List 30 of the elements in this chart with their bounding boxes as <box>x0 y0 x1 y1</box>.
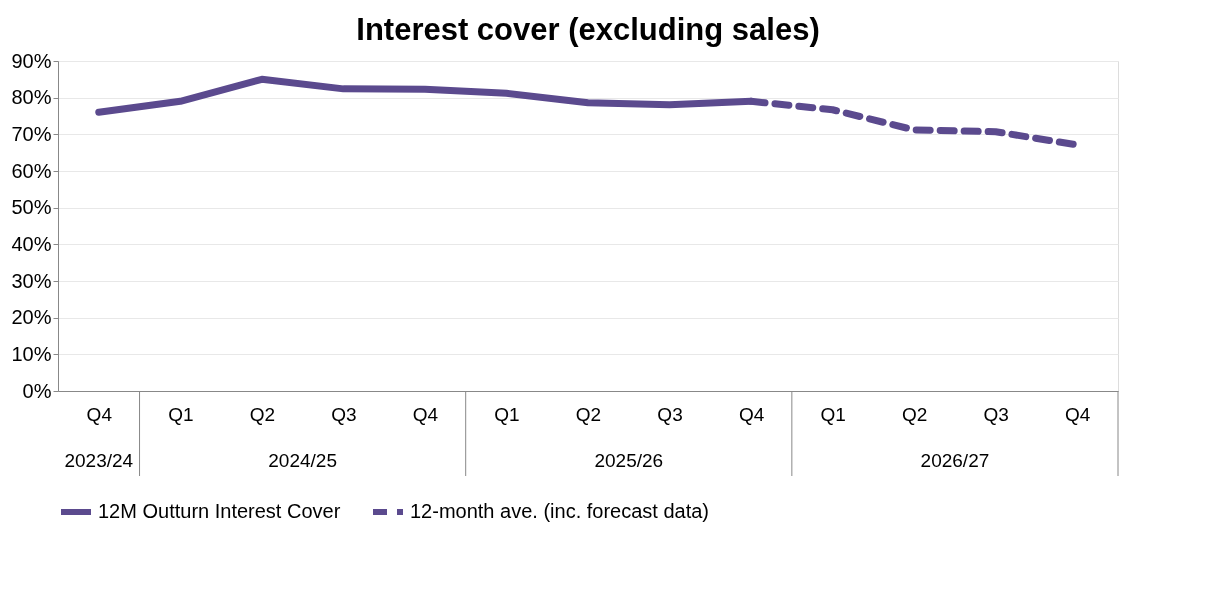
chart-title: Interest cover (excluding sales) <box>356 12 820 47</box>
y-tick-label: 20% <box>11 306 52 329</box>
text: 2025/26 <box>594 450 664 471</box>
x-tick-label: Q4 <box>86 403 113 425</box>
y-tick-label: 90% <box>11 49 52 72</box>
x-tick-label: Q3 <box>657 403 683 425</box>
x-tick-label: Q3 <box>983 403 1009 425</box>
x-tick-label: Q2 <box>249 403 276 425</box>
x-tick-label: Q4 <box>412 403 439 425</box>
text: 2024/25 <box>268 450 337 471</box>
y-tick-label: 10% <box>11 342 52 365</box>
text: 2023/24 <box>64 450 134 471</box>
x-tick-label: Q4 <box>1065 403 1091 425</box>
x-tick-label: Q1 <box>494 403 520 425</box>
legend-label: 12-month ave. (inc. forecast data) <box>410 500 710 522</box>
y-tick-label: 60% <box>11 159 52 182</box>
x-tick-label: Q2 <box>901 403 928 425</box>
y-tick-label: 0% <box>22 379 52 402</box>
x-tick-label: Q3 <box>331 403 357 425</box>
x-tick-label: Q1 <box>168 403 194 425</box>
y-tick-label: 80% <box>11 86 52 109</box>
x-tick-label: Q4 <box>738 403 765 425</box>
legend-label: 12M Outturn Interest Cover <box>98 500 341 522</box>
y-tick-label: 40% <box>11 232 52 255</box>
x-tick-label: Q2 <box>575 403 602 425</box>
y-tick-label: 30% <box>11 269 52 292</box>
text: 2026/27 <box>920 450 990 471</box>
y-tick-label: 70% <box>11 122 52 145</box>
y-tick-label: 50% <box>11 196 52 219</box>
x-tick-label: Q1 <box>820 403 846 425</box>
